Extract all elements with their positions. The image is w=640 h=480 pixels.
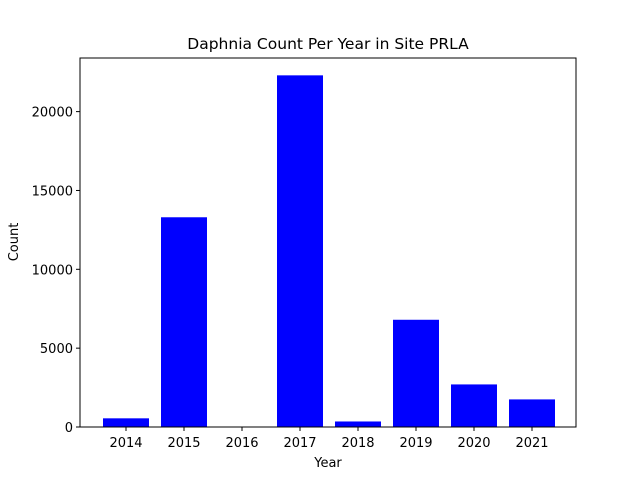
x-tick-label: 2018 <box>341 436 374 451</box>
bar-2020 <box>451 384 497 427</box>
y-tick-label: 0 <box>65 421 73 436</box>
y-tick-label: 5000 <box>40 342 73 357</box>
y-tick-label: 15000 <box>32 184 73 199</box>
chart-title: Daphnia Count Per Year in Site PRLA <box>187 35 469 53</box>
y-axis-ticks: 0 5000 10000 15000 20000 <box>32 106 80 436</box>
bar-2015 <box>161 217 207 427</box>
bar-2017 <box>277 75 323 427</box>
bar-2021 <box>509 399 555 427</box>
bar-2019 <box>393 319 439 427</box>
x-tick-label: 2020 <box>457 436 490 451</box>
x-tick-label: 2016 <box>225 436 258 451</box>
x-tick-label: 2019 <box>399 436 432 451</box>
x-tick-label: 2017 <box>283 436 316 451</box>
y-axis-label: Count <box>7 223 22 262</box>
bar-2014 <box>103 418 149 427</box>
x-tick-label: 2021 <box>515 436 548 451</box>
plot-frame <box>79 57 577 428</box>
y-tick-label: 20000 <box>32 106 73 121</box>
x-tick-label: 2015 <box>167 436 200 451</box>
x-axis-label: Year <box>313 456 342 471</box>
x-axis-ticks: 2014 2015 2016 2017 2018 2019 2020 2021 <box>109 427 549 451</box>
bars-group <box>103 75 555 427</box>
bar-2018 <box>335 421 381 427</box>
y-tick-label: 10000 <box>32 263 73 278</box>
x-tick-label: 2014 <box>109 436 142 451</box>
